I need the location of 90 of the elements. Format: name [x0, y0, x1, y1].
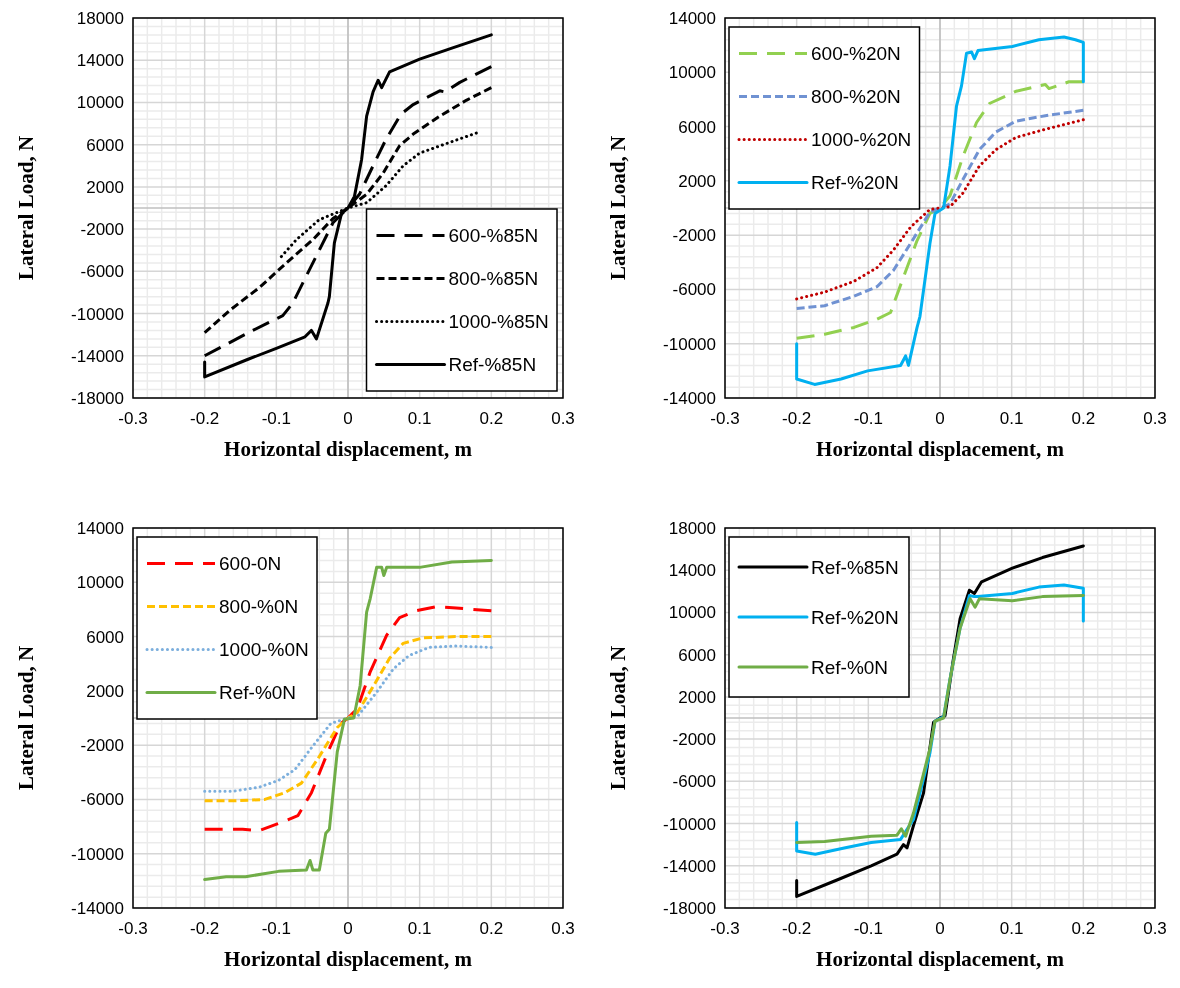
legend-label: Ref-%0N: [219, 682, 297, 704]
x-tick-label: -0.1: [853, 409, 883, 428]
y-tick-label: -10000: [663, 334, 716, 354]
legend-label: 800-%20N: [811, 86, 901, 108]
y-tick-label: 18000: [76, 8, 124, 28]
x-tick-label: 0.2: [479, 409, 504, 428]
y-tick-label: -14000: [663, 856, 716, 876]
x-axis-title: Horizontal displacement, m: [224, 437, 473, 461]
y-tick-label: 10000: [668, 63, 716, 83]
x-tick-label: 0.1: [407, 919, 432, 938]
y-tick-label: 2000: [678, 687, 716, 707]
y-tick-label: -2000: [80, 220, 124, 240]
y-tick-label: -14000: [663, 388, 716, 408]
y-tick-label: 14000: [76, 518, 124, 538]
x-tick-label: -0.2: [190, 919, 220, 938]
y-tick-label: 10000: [76, 93, 124, 113]
x-tick-label: 0: [935, 409, 945, 428]
x-axis-title: Horizontal displacement, m: [224, 947, 473, 971]
y-tick-label: -14000: [71, 346, 124, 366]
y-tick-label: 18000: [668, 518, 716, 538]
x-tick-label: 0.2: [1071, 409, 1096, 428]
legend-label: Ref-%20N: [811, 606, 899, 628]
line-series: [795, 80, 1085, 340]
x-tick-label: 0.3: [1143, 919, 1167, 938]
y-tick-label: -18000: [71, 388, 124, 408]
x-tick-label: 0.1: [999, 919, 1024, 938]
x-tick-label: 0: [343, 409, 353, 428]
x-tick-label: 0.3: [551, 409, 575, 428]
x-tick-label: -0.3: [118, 919, 148, 938]
x-tick-label: 0.3: [551, 919, 575, 938]
legend-label: Ref-%85N: [448, 354, 537, 376]
y-tick-label: 6000: [678, 117, 716, 137]
x-tick-label: 0: [935, 919, 945, 938]
y-tick-label: 14000: [668, 561, 716, 581]
x-tick-label: -0.2: [782, 919, 812, 938]
x-tick-label: -0.3: [710, 919, 740, 938]
legend-label: Ref-%20N: [811, 172, 899, 194]
y-tick-label: -10000: [71, 844, 124, 864]
y-tick-label: 14000: [668, 8, 716, 28]
y-tick-label: -6000: [672, 772, 716, 792]
y-tick-label: -6000: [80, 262, 124, 282]
legend-label: 1000-%0N: [219, 639, 309, 661]
y-axis-title: Lateral Load, N: [606, 135, 630, 281]
legend-label: 800-%0N: [219, 596, 299, 618]
y-tick-label: 6000: [86, 135, 124, 155]
y-axis-title: Lateral Load, N: [606, 645, 630, 791]
y-tick-label: -18000: [663, 898, 716, 918]
x-tick-label: 0.3: [1143, 409, 1167, 428]
x-tick-label: -0.3: [710, 409, 740, 428]
y-tick-label: -2000: [80, 736, 124, 756]
y-tick-label: 10000: [76, 573, 124, 593]
x-tick-label: 0.2: [479, 919, 504, 938]
y-tick-label: 2000: [678, 171, 716, 191]
y-tick-label: -14000: [71, 898, 124, 918]
y-tick-label: -6000: [80, 790, 124, 810]
legend-label: 600-%20N: [811, 43, 901, 65]
x-tick-label: -0.1: [853, 919, 883, 938]
y-tick-label: -10000: [663, 814, 716, 834]
x-tick-label: -0.2: [190, 409, 220, 428]
y-tick-label: 2000: [86, 177, 124, 197]
legend-label: 1000-%20N: [811, 129, 912, 151]
y-axis-title: Lateral Load, N: [14, 645, 38, 791]
legend-label: Ref-%85N: [811, 556, 899, 578]
y-tick-label: -2000: [672, 730, 716, 750]
y-tick-label: -2000: [672, 226, 716, 246]
y-tick-label: 6000: [86, 627, 124, 647]
legend-label: 1000-%85N: [448, 311, 549, 333]
x-tick-label: -0.1: [261, 919, 291, 938]
y-axis-title: Lateral Load, N: [14, 135, 38, 281]
line-series: [795, 35, 1085, 386]
legend-label: 600-%85N: [448, 225, 539, 247]
y-tick-label: 6000: [678, 645, 716, 665]
x-tick-label: 0.2: [1071, 919, 1096, 938]
y-tick-label: -10000: [71, 304, 124, 324]
y-tick-label: -6000: [672, 280, 716, 300]
x-tick-label: 0: [343, 919, 353, 938]
line-series: [203, 559, 493, 881]
x-tick-label: 0.1: [407, 409, 432, 428]
legend-label: 800-%85N: [448, 268, 539, 290]
x-tick-label: -0.2: [782, 409, 812, 428]
legend-label: 600-0N: [219, 553, 282, 575]
x-tick-label: -0.1: [261, 409, 291, 428]
x-axis-title: Horizontal displacement, m: [816, 437, 1065, 461]
legend-label: Ref-%0N: [811, 656, 889, 678]
x-tick-label: 0.1: [999, 409, 1024, 428]
y-tick-label: 14000: [76, 51, 124, 71]
y-tick-label: 10000: [668, 603, 716, 623]
y-tick-label: 2000: [86, 681, 124, 701]
x-axis-title: Horizontal displacement, m: [816, 947, 1065, 971]
x-tick-label: -0.3: [118, 409, 148, 428]
